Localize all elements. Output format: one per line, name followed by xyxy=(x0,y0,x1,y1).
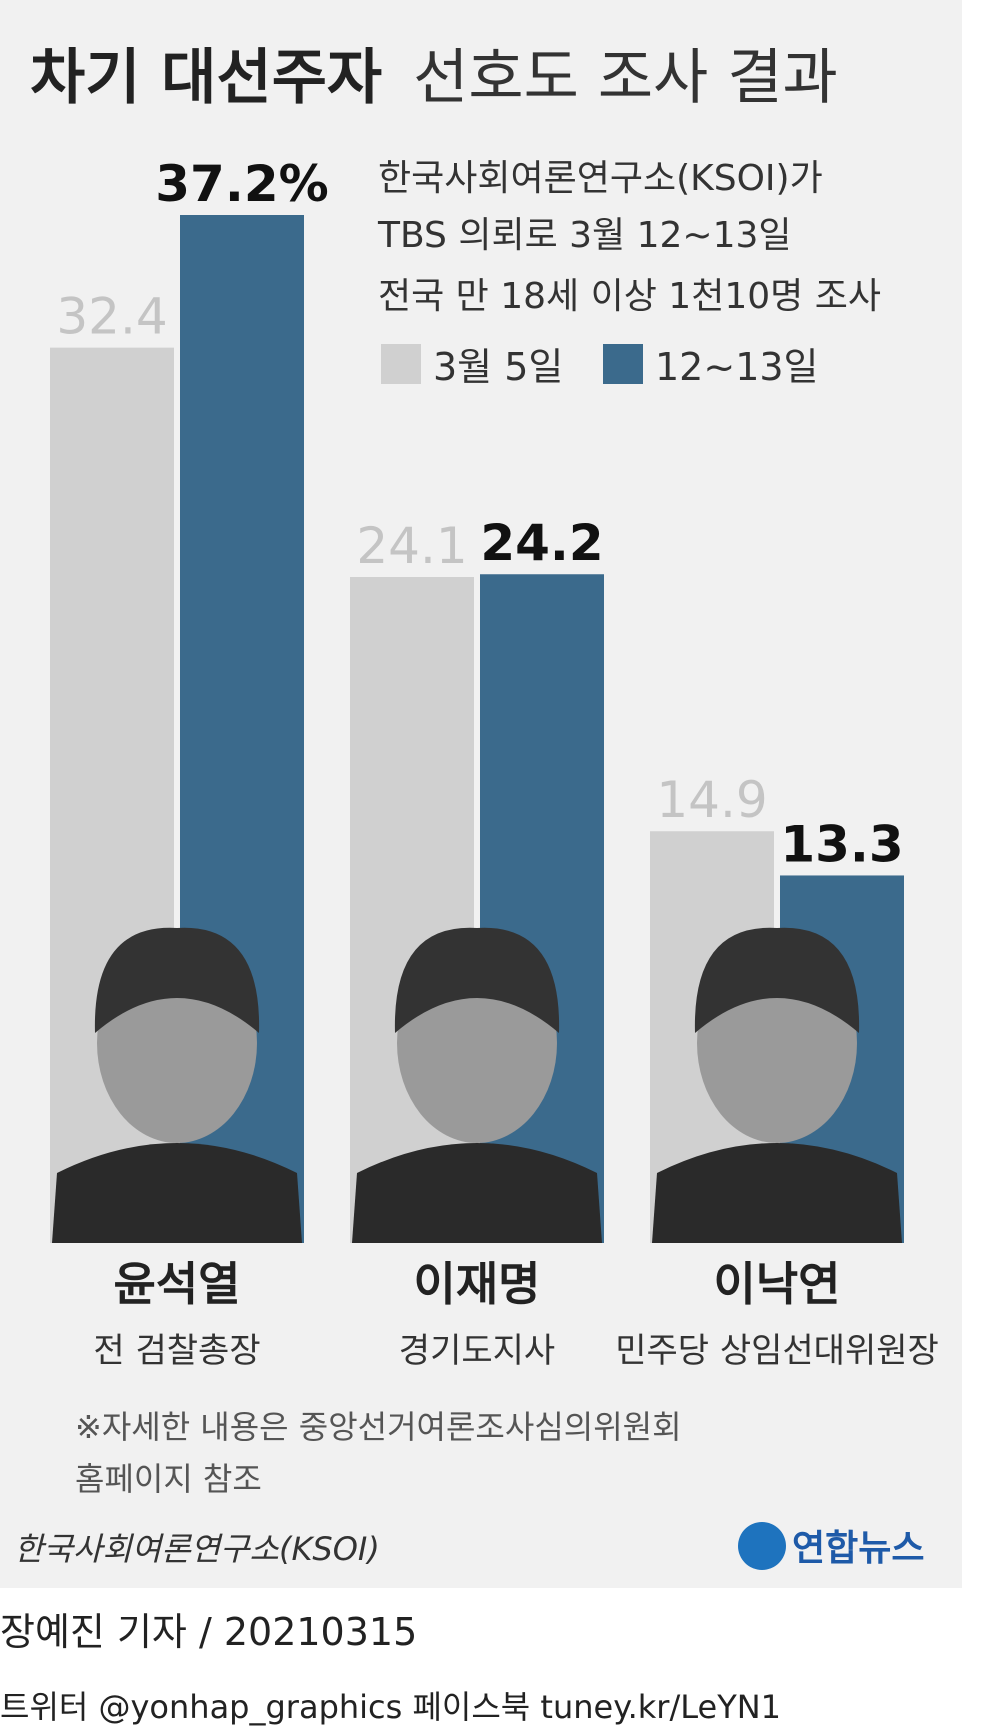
bar xyxy=(480,574,604,1243)
legend-swatch xyxy=(381,344,421,384)
bar xyxy=(350,577,474,1243)
footnote: ※자세한 내용은 중앙선거여론조사심의위원회 xyxy=(75,1408,682,1446)
source: 한국사회여론연구소(KSOI) xyxy=(14,1530,380,1568)
category-label: 윤석열 xyxy=(114,1257,241,1311)
description: 한국사회여론연구소(KSOI)가 xyxy=(378,158,823,199)
description: 전국 만 18세 이상 1천10명 조사 xyxy=(378,276,881,317)
description: TBS 의뢰로 3월 12~13일 xyxy=(377,215,792,256)
category-subtitle: 경기도지사 xyxy=(399,1331,555,1371)
value-label: 24.2 xyxy=(480,514,603,572)
credit: 장예진 기자 / 20210315 xyxy=(0,1610,417,1654)
portrait-hair xyxy=(94,927,260,1033)
chart-title: 차기 대선주자 선호도 조사 결과 xyxy=(30,43,838,113)
portrait-body xyxy=(52,1143,302,1243)
logo-icon xyxy=(738,1522,786,1570)
legend-label: 12~13일 xyxy=(655,345,819,389)
value-label: 24.1 xyxy=(356,517,467,575)
portrait-hair xyxy=(394,927,560,1033)
title-bold: 차기 대선주자 xyxy=(30,43,382,113)
value-label: 14.9 xyxy=(656,771,767,829)
category-label: 이낙연 xyxy=(714,1257,841,1311)
value-label: 32.4 xyxy=(56,288,167,346)
portrait-body xyxy=(652,1143,902,1243)
portrait-hair xyxy=(694,927,860,1033)
value-label: 13.3 xyxy=(780,815,903,873)
legend-label: 3월 5일 xyxy=(433,345,563,389)
category-subtitle: 전 검찰총장 xyxy=(93,1331,260,1371)
logo: 연합뉴스 xyxy=(792,1528,924,1569)
category-label: 이재명 xyxy=(414,1257,541,1311)
title-regular: 선호도 조사 결과 xyxy=(413,43,838,113)
legend-swatch xyxy=(603,344,643,384)
category-subtitle: 민주당 상임선대위원장 xyxy=(615,1331,939,1371)
social: 트위터 @yonhap_graphics 페이스북 tuney.kr/LeYN1 xyxy=(0,1688,781,1726)
portrait-body xyxy=(352,1143,602,1243)
footnote: 홈페이지 참조 xyxy=(75,1460,262,1498)
value-label: 37.2% xyxy=(155,155,328,213)
